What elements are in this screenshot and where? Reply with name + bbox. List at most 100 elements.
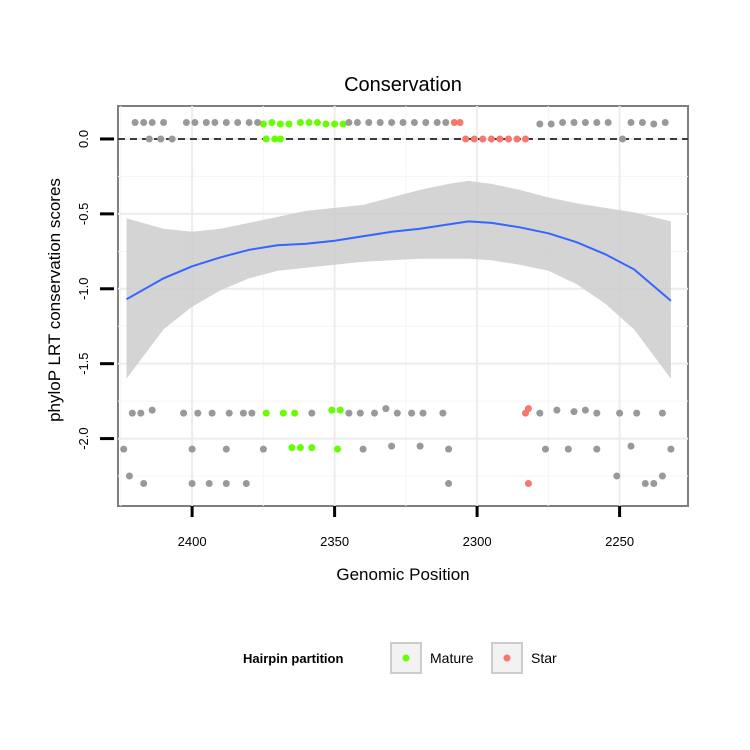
point-other — [559, 119, 567, 126]
point-mature — [271, 135, 279, 143]
point-other — [345, 119, 353, 126]
point-other — [371, 409, 378, 417]
point-other — [254, 119, 262, 126]
legend-label-star: Star — [531, 650, 557, 666]
point-other — [239, 409, 247, 417]
point-other — [593, 119, 601, 126]
point-other — [242, 480, 250, 487]
point-other — [570, 119, 578, 126]
point-star — [487, 135, 495, 143]
point-other — [120, 445, 128, 453]
point-other — [536, 409, 544, 417]
point-other — [140, 119, 148, 126]
chart-title: Conservation — [344, 74, 462, 96]
point-other — [641, 480, 649, 487]
point-mature — [296, 444, 304, 452]
point-other — [245, 119, 253, 126]
point-other — [408, 409, 416, 417]
point-star — [496, 135, 504, 143]
point-other — [619, 135, 626, 143]
point-other — [388, 442, 396, 450]
point-other — [382, 405, 390, 413]
point-star — [522, 409, 529, 417]
point-star — [462, 135, 470, 143]
smooth-line — [126, 220, 672, 302]
point-other — [667, 445, 675, 453]
point-other — [593, 409, 601, 417]
point-other — [145, 135, 153, 143]
y-tick-label: -1.5 — [76, 352, 91, 374]
point-mature — [279, 409, 287, 417]
point-other — [191, 119, 199, 126]
point-other — [308, 409, 316, 417]
point-mature — [285, 120, 293, 128]
point-other — [616, 409, 624, 417]
x-tick-label: 2350 — [320, 534, 349, 549]
point-other — [627, 442, 635, 450]
point-other — [248, 409, 256, 417]
point-other — [422, 119, 430, 126]
point-other — [613, 472, 621, 480]
point-other — [353, 119, 361, 126]
y-tick-label: -0.5 — [76, 203, 91, 225]
point-other — [211, 119, 219, 126]
point-other — [148, 119, 156, 126]
smooth-curve — [126, 220, 672, 302]
point-other — [553, 406, 561, 414]
point-mature — [328, 406, 336, 414]
point-mature — [296, 119, 304, 126]
point-mature — [276, 120, 284, 128]
point-mature — [288, 444, 296, 452]
x-axis-title: Genomic Position — [336, 565, 469, 584]
point-mature — [308, 444, 316, 452]
x-tick-label: 2250 — [605, 534, 634, 549]
point-other — [168, 135, 176, 143]
point-other — [547, 120, 555, 128]
point-other — [564, 445, 572, 453]
point-other — [388, 119, 396, 126]
point-other — [638, 119, 646, 126]
point-other — [208, 409, 216, 417]
point-star — [505, 135, 512, 143]
point-star — [470, 135, 478, 143]
legend-dot-mature — [402, 654, 410, 662]
point-mature — [268, 119, 276, 126]
point-mature — [259, 120, 267, 128]
point-other — [650, 120, 658, 128]
point-mature — [305, 119, 313, 126]
point-other — [182, 119, 190, 126]
point-other — [356, 409, 364, 417]
point-other — [222, 445, 230, 453]
point-other — [416, 442, 424, 450]
point-other — [604, 119, 612, 126]
legend: Hairpin partition Mature Star — [243, 642, 557, 674]
point-star — [479, 135, 487, 143]
point-other — [205, 480, 213, 487]
point-other — [359, 445, 367, 453]
point-mature — [314, 119, 321, 126]
point-other — [225, 409, 233, 417]
y-tick-label: 0.0 — [76, 130, 91, 148]
point-other — [570, 408, 578, 416]
point-other — [393, 409, 401, 417]
point-other — [581, 406, 589, 414]
point-star — [524, 480, 532, 487]
point-other — [222, 480, 230, 487]
x-tick-label: 2300 — [463, 534, 492, 549]
point-other — [410, 119, 418, 126]
point-other — [399, 119, 407, 126]
point-other — [137, 409, 145, 417]
point-mature — [336, 406, 344, 414]
point-other — [536, 120, 544, 128]
point-other — [222, 119, 230, 126]
point-other — [661, 119, 669, 126]
point-other — [419, 409, 427, 417]
point-mature — [322, 120, 330, 128]
point-other — [194, 409, 202, 417]
point-mature — [334, 445, 341, 453]
y-tick-label: -1.0 — [76, 278, 91, 300]
legend-dot-star — [503, 654, 511, 662]
point-other — [365, 119, 373, 126]
